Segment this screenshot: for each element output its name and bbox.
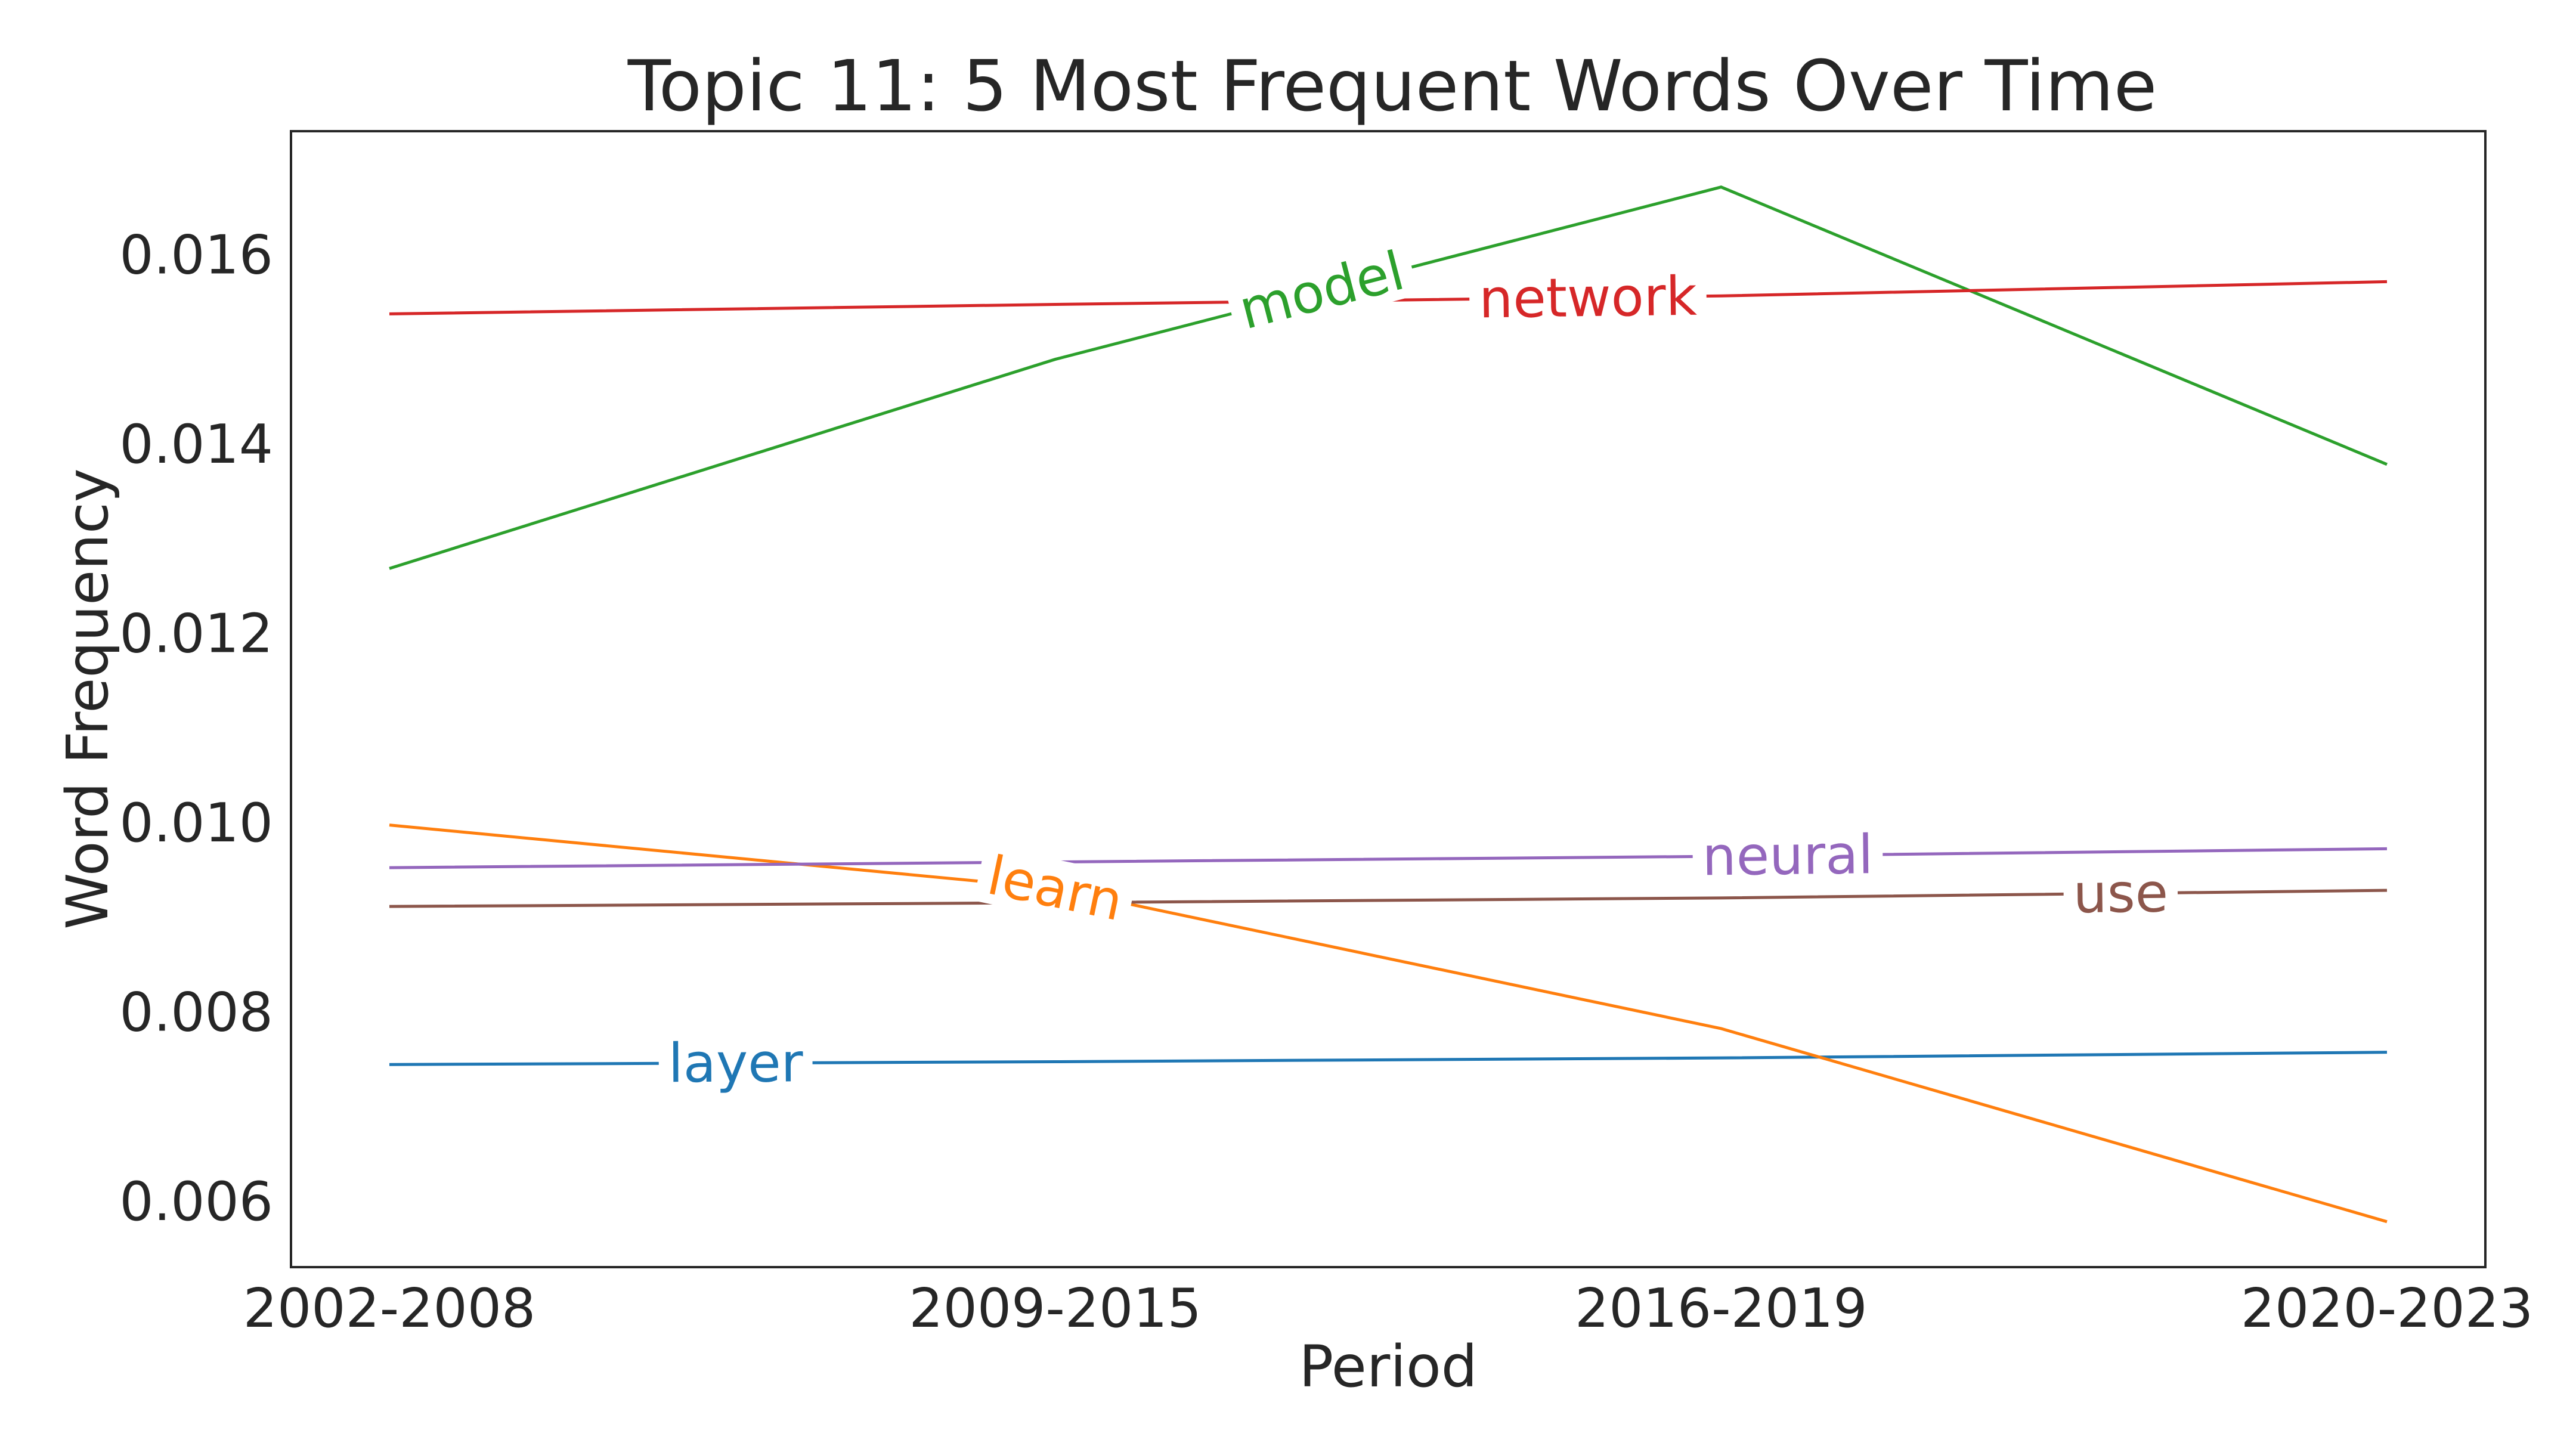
series-line-use bbox=[389, 888, 2388, 908]
chart-title: Topic 11: 5 Most Frequent Words Over Tim… bbox=[627, 45, 2157, 127]
y-axis-label: Word Frequency bbox=[54, 468, 121, 929]
series-label-background bbox=[1224, 239, 1419, 342]
series-label-layer: layer bbox=[658, 1032, 813, 1095]
x-tick-label: 2002-2008 bbox=[243, 1277, 536, 1340]
series-label-text: neural bbox=[1702, 823, 1874, 888]
series-label-network: network bbox=[1469, 265, 1707, 331]
series-label-use: use bbox=[2063, 862, 2178, 925]
series-line-learn bbox=[389, 823, 2388, 1224]
y-tick-label: 0.008 bbox=[119, 981, 273, 1044]
series-line-neural bbox=[389, 847, 2388, 869]
series-label-background bbox=[1469, 267, 1707, 328]
y-tick-label: 0.012 bbox=[119, 602, 273, 665]
series-label-background bbox=[1692, 825, 1883, 886]
series-label-background bbox=[973, 844, 1137, 933]
y-tick-label: 0.016 bbox=[119, 224, 273, 286]
y-tick-label: 0.006 bbox=[119, 1171, 273, 1233]
series-label-neural: neural bbox=[1692, 823, 1883, 888]
x-axis-label: Period bbox=[1299, 1333, 1477, 1400]
x-tick-label: 2009-2015 bbox=[909, 1277, 1202, 1340]
series-label-text: use bbox=[2073, 862, 2168, 925]
series-label-text: network bbox=[1479, 265, 1698, 331]
y-axis-ticks: 0.006 0.008 0.010 0.012 0.014 0.016 bbox=[119, 224, 273, 1233]
x-tick-label: 2020-2023 bbox=[2241, 1277, 2534, 1340]
x-axis-ticks: 2002-2008 2009-2015 2016-2019 2020-2023 bbox=[243, 1277, 2534, 1340]
series-label-text: layer bbox=[668, 1032, 803, 1095]
y-tick-label: 0.010 bbox=[119, 792, 273, 854]
x-tick-label: 2016-2019 bbox=[1575, 1277, 1868, 1340]
series-label-background bbox=[658, 1034, 813, 1092]
plot-frame bbox=[290, 130, 2487, 1268]
y-tick-label: 0.014 bbox=[119, 413, 273, 476]
series-label-background bbox=[2063, 864, 2178, 923]
